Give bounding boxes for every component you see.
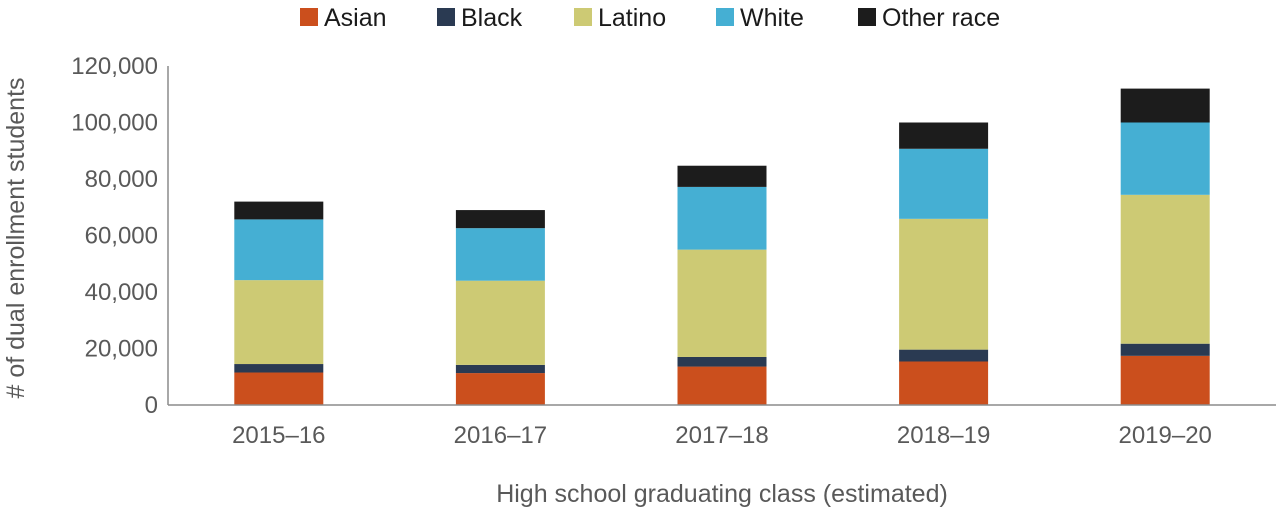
y-tick-label: 120,000 bbox=[71, 53, 158, 80]
y-tick-label: 60,000 bbox=[85, 223, 158, 250]
bar-segment-white bbox=[677, 186, 767, 250]
bar-segment-other-race bbox=[455, 210, 545, 229]
x-axis-ticks: 2015–16 2016–17 2017–18 2018–19 2019–20 bbox=[232, 422, 1212, 449]
bar-segment-black bbox=[455, 364, 545, 374]
legend-swatch-white bbox=[716, 8, 734, 26]
legend-label-latino: Latino bbox=[598, 4, 666, 32]
bar-segment-latino bbox=[455, 280, 545, 365]
legend-label-other-race: Other race bbox=[882, 4, 1000, 32]
bar-segment-other-race bbox=[899, 122, 989, 149]
bar-segment-latino bbox=[677, 249, 767, 357]
bar-segment-other-race bbox=[677, 165, 767, 187]
bar-segment-black bbox=[677, 356, 767, 367]
bar-segment-latino bbox=[899, 218, 989, 350]
legend-swatch-latino bbox=[574, 8, 592, 26]
legend-label-white: White bbox=[740, 4, 804, 32]
y-axis-title: # of dual enrollment students bbox=[2, 77, 30, 398]
legend-label-asian: Asian bbox=[324, 4, 387, 32]
bar-segment-latino bbox=[1120, 194, 1210, 344]
bar-segment-white bbox=[455, 228, 545, 281]
bar-segment-asian bbox=[234, 372, 324, 405]
x-tick-label: 2016–17 bbox=[454, 422, 547, 449]
bar-segment-other-race bbox=[234, 201, 324, 220]
bar-segment-asian bbox=[1120, 355, 1210, 405]
x-tick-label: 2015–16 bbox=[232, 422, 325, 449]
bar-segment-asian bbox=[677, 366, 767, 405]
legend-label-black: Black bbox=[461, 4, 523, 32]
bar-segment-black bbox=[899, 349, 989, 362]
y-axis-ticks: 0 20,000 40,000 60,000 80,000 100,000 120,000 bbox=[71, 53, 158, 419]
y-tick-label: 40,000 bbox=[85, 279, 158, 306]
y-tick-label: 80,000 bbox=[85, 166, 158, 193]
bar-segment-asian bbox=[899, 361, 989, 405]
bar-segment-asian bbox=[455, 373, 545, 405]
bar-segment-black bbox=[1120, 343, 1210, 356]
y-tick-label: 100,000 bbox=[71, 110, 158, 137]
bar-segment-white bbox=[1120, 122, 1210, 195]
y-tick-label: 0 bbox=[145, 392, 158, 419]
bar-segment-black bbox=[234, 364, 324, 373]
legend: Asian Black Latino White Other race bbox=[300, 4, 1000, 32]
bar-segment-white bbox=[899, 148, 989, 219]
x-tick-label: 2019–20 bbox=[1118, 422, 1211, 449]
legend-swatch-black bbox=[437, 8, 455, 26]
bar-segment-other-race bbox=[1120, 88, 1210, 123]
legend-swatch-other-race bbox=[858, 8, 876, 26]
x-axis-title: High school graduating class (estimated) bbox=[496, 480, 948, 508]
bar-segment-white bbox=[234, 219, 324, 281]
y-tick-label: 20,000 bbox=[85, 336, 158, 363]
bars bbox=[234, 88, 1210, 405]
x-tick-label: 2018–19 bbox=[897, 422, 990, 449]
x-tick-label: 2017–18 bbox=[675, 422, 768, 449]
bar-segment-latino bbox=[234, 280, 324, 365]
legend-swatch-asian bbox=[300, 8, 318, 26]
